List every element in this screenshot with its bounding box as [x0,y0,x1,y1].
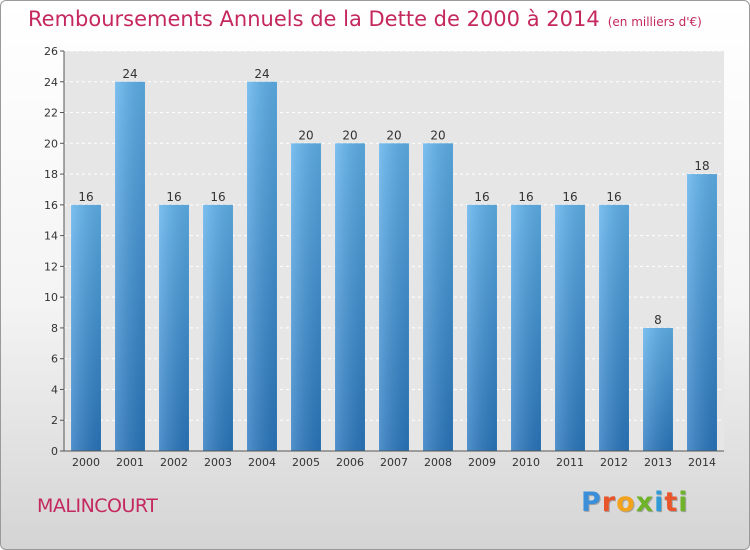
data-label-2012: 16 [606,190,621,204]
x-tick-label-2005: 2005 [292,456,320,469]
bar-shade-2004 [247,81,277,452]
bars: 16 24 16 16 24 20 20 20 20 16 16 16 16 8 18 [71,67,717,452]
city-name: MALINCOURT [37,495,158,517]
y-tick-label: 0 [51,445,58,458]
logo-letter: P [581,487,602,518]
x-tick-label-2010: 2010 [512,456,540,469]
x-tick-label-2013: 2013 [644,456,672,469]
data-label-2013: 8 [654,313,662,327]
x-axis: 2000 2001 2002 2003 2004 2005 2006 2007 2008 2009… [64,450,724,469]
bar-shade-2010 [511,204,541,451]
data-label-2000: 16 [78,190,93,204]
chart-title: Remboursements Annuels de la Dette de 20… [28,7,702,31]
bar-shade-2002 [159,204,189,451]
logo-letter: o [616,487,636,518]
bar-shade-2000 [71,204,101,451]
bar-shade-2005 [291,143,321,452]
y-tick-label: 18 [44,168,58,181]
y-tick-label: 8 [51,322,58,335]
logo-letter: x [635,487,655,518]
chart-subtitle: (en milliers d'€) [607,15,702,29]
y-tick-label: 14 [44,230,58,243]
x-tick-label-2014: 2014 [688,456,716,469]
data-label-2002: 16 [166,190,181,204]
x-tick-label-2012: 2012 [600,456,628,469]
x-tick-label-2000: 2000 [72,456,100,469]
x-tick-label-2007: 2007 [380,456,408,469]
data-label-2005: 20 [298,128,313,142]
x-tick-label-2003: 2003 [204,456,232,469]
x-tick-label-2001: 2001 [116,456,144,469]
x-tick-label-2006: 2006 [336,456,364,469]
logo-letter: i [654,487,665,518]
data-label-2014: 18 [694,159,709,173]
bar-shade-2013 [643,327,673,451]
bar-shade-2014 [687,174,717,452]
logo-letter: i [678,487,689,518]
y-tick-label: 24 [44,76,58,89]
bar-shade-2007 [379,143,409,452]
x-tick-label-2004: 2004 [248,456,276,469]
y-tick-label: 12 [44,260,58,273]
logo-letter: r [601,487,617,518]
y-tick-label: 26 [44,45,58,58]
y-tick-label: 2 [51,414,58,427]
bar-shade-2011 [555,204,585,451]
data-label-2004: 24 [254,67,269,81]
y-tick-label: 4 [51,383,58,396]
data-label-2001: 24 [122,67,137,81]
y-tick-label: 16 [44,199,58,212]
bar-shade-2012 [599,204,629,451]
y-tick-label: 6 [51,353,58,366]
x-tick-label-2011: 2011 [556,456,584,469]
bar-shade-2006 [335,143,365,452]
x-tick-label-2009: 2009 [468,456,496,469]
bar-shade-2003 [203,204,233,451]
data-label-2011: 16 [562,190,577,204]
y-tick-label: 10 [44,291,58,304]
data-label-2008: 20 [430,128,445,142]
bar-shade-2008 [423,143,453,452]
y-tick-label: 22 [44,107,58,120]
bar-shade-2009 [467,204,497,451]
x-tick-label-2002: 2002 [160,456,188,469]
data-label-2007: 20 [386,128,401,142]
x-tick-label-2008: 2008 [424,456,452,469]
bar-shade-2001 [115,81,145,452]
logo-letter: t [664,487,679,518]
data-label-2003: 16 [210,190,225,204]
proxiti-logo: Proxiti [581,487,689,518]
chart-title-text: Remboursements Annuels de la Dette de 20… [28,7,600,31]
data-label-2009: 16 [474,190,489,204]
data-label-2010: 16 [518,190,533,204]
y-tick-label: 20 [44,137,58,150]
data-label-2006: 20 [342,128,357,142]
